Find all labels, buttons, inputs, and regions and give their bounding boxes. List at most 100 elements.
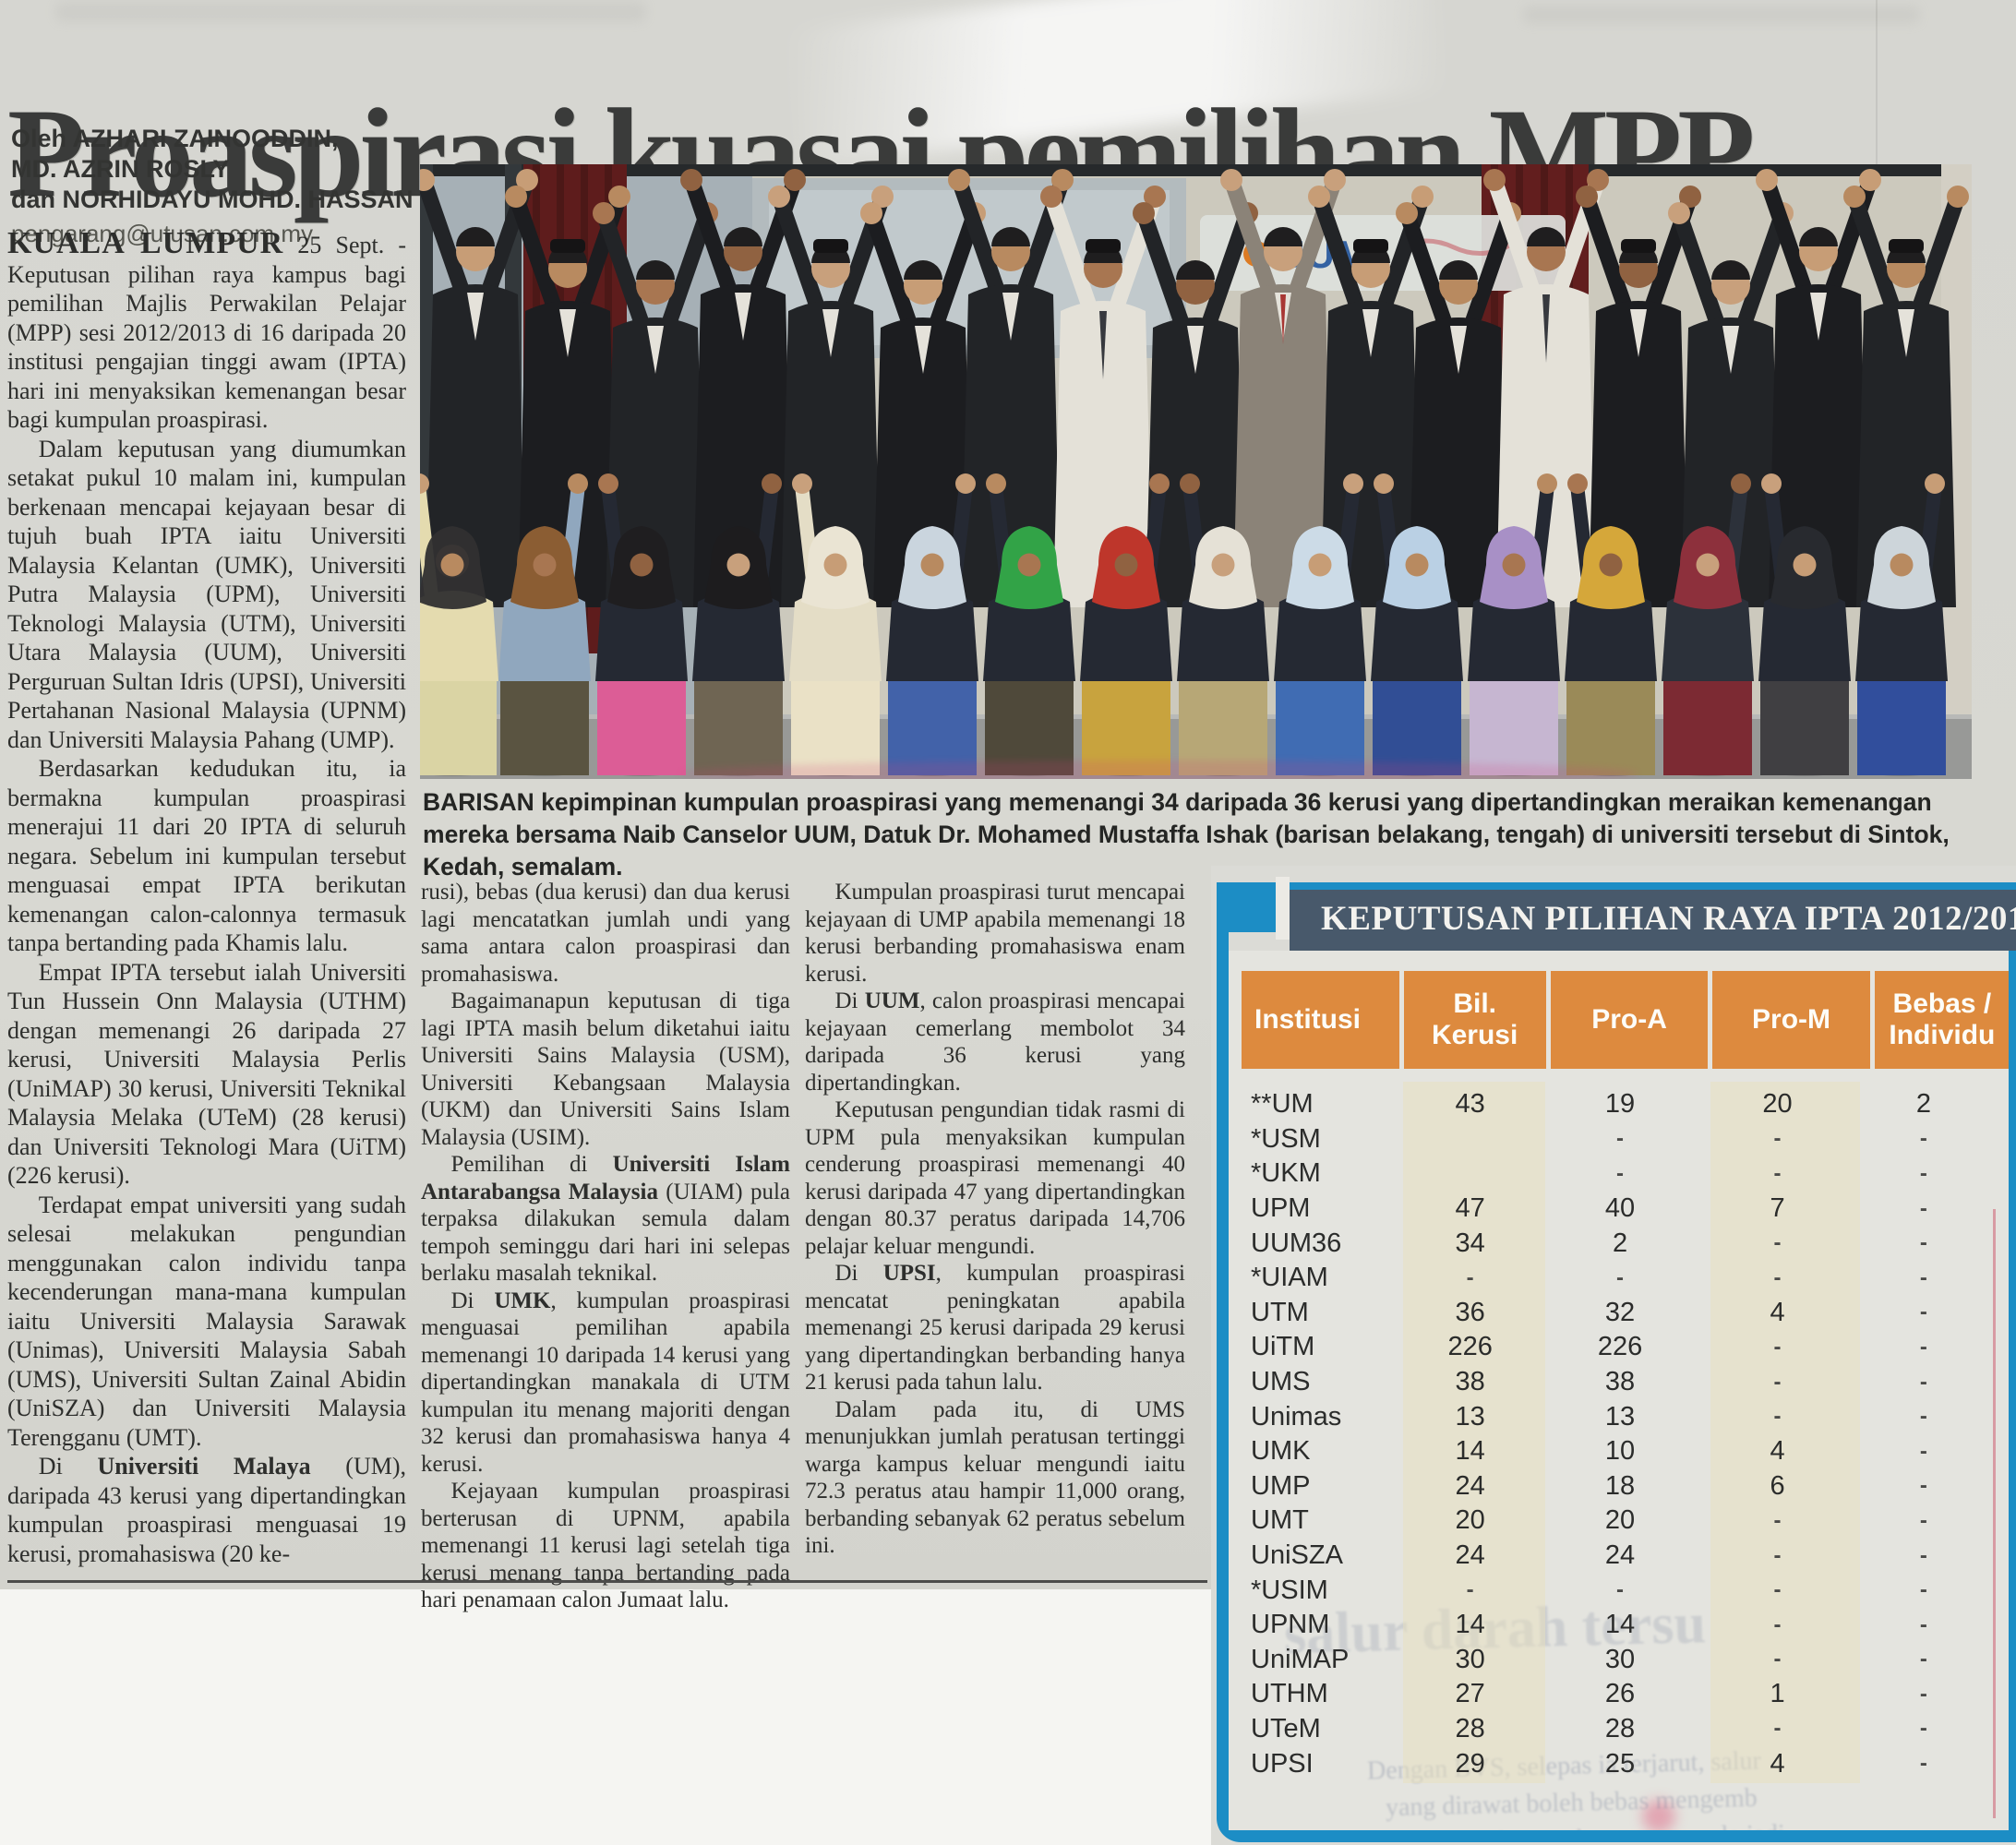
- cell-bil: 36: [1455, 1297, 1485, 1327]
- cell-bebas: -: [1919, 1681, 1927, 1707]
- article-paragraph: Di Universiti Malaya (UM), daripada 43 k…: [7, 1453, 407, 1567]
- cell-bil: -: [1466, 1577, 1474, 1603]
- cell-bebas: -: [1919, 1716, 1927, 1742]
- cell-bil: 34: [1455, 1228, 1485, 1258]
- article-column-3: Kumpulan proaspirasi turut mencapai keja…: [805, 879, 1185, 1589]
- byline-author-3: dan NORHIDAYU MOHD. HASSAN: [11, 186, 414, 213]
- print-bleed-streak: [55, 2, 646, 22]
- article-paragraph: rusi), bebas (dua kerusi) dan dua kerusi…: [421, 880, 790, 987]
- cell-bebas: -: [1919, 1438, 1927, 1464]
- cell-bil: 24: [1455, 1470, 1485, 1501]
- cell-bebas: -: [1919, 1404, 1927, 1430]
- table-row: UTM 36 32 4 -: [1242, 1296, 1991, 1331]
- cell-bil: 20: [1455, 1505, 1485, 1536]
- table-row: UniSZA 24 24 - -: [1242, 1539, 1991, 1574]
- table-row: *UKM - - -: [1242, 1156, 1991, 1192]
- table-row: UMP 24 18 6 -: [1242, 1469, 1991, 1504]
- table-row: UPSI 29 25 4 -: [1242, 1746, 1991, 1781]
- cell-bil: 30: [1455, 1644, 1485, 1674]
- results-table: Institusi Bil. Kerusi Pro-A Pro-M Bebas …: [1242, 971, 2009, 1783]
- byline-author-1: Oleh AZHARI ZAINOODDIN,: [11, 125, 339, 152]
- cell-proM: -: [1773, 1334, 1782, 1360]
- table-row: Unimas 13 13 - -: [1242, 1399, 1991, 1434]
- cell-bil: 28: [1455, 1713, 1485, 1743]
- cell-institusi: UMS: [1251, 1367, 1311, 1397]
- article-column-2: rusi), bebas (dua kerusi) dan dua kerusi…: [421, 879, 791, 1612]
- cell-institusi: UMP: [1251, 1470, 1311, 1501]
- cell-bebas: -: [1919, 1160, 1927, 1186]
- cell-institusi: *USM: [1251, 1123, 1321, 1154]
- photo-caption: BARISAN kepimpinan kumpulan proaspirasi …: [423, 788, 1950, 881]
- article-paragraph: Berdasarkan kedudukan itu, ia bermakna k…: [7, 755, 406, 956]
- cell-proM: -: [1773, 1647, 1782, 1672]
- article-paragraph: Di UUM, calon proaspirasi mencapai kejay…: [805, 988, 1186, 1096]
- article-paragraph: Keputusan pengundian tidak rasmi di UPM …: [805, 1097, 1185, 1259]
- article-paragraph: Terdapat empat universiti yang sudah sel…: [7, 1191, 406, 1451]
- cell-proA: -: [1616, 1264, 1625, 1290]
- cell-bil: 43: [1455, 1089, 1485, 1120]
- column-header-bil-kerusi: Bil. Kerusi: [1403, 971, 1546, 1069]
- article-paragraph: Empat IPTA tersebut ialah Universiti Tun…: [7, 958, 406, 1190]
- cell-bil: 14: [1455, 1610, 1485, 1640]
- cell-proM: 7: [1770, 1193, 1785, 1224]
- cell-institusi: UPNM: [1251, 1610, 1330, 1640]
- article-bottom-rule: [7, 1580, 1207, 1583]
- article-paragraph: KUALA LUMPUR 25 Sept. - Keputusan piliha…: [7, 226, 406, 434]
- cell-institusi: UTM: [1251, 1297, 1309, 1327]
- cell-bebas: -: [1919, 1126, 1927, 1152]
- cell-bebas: -: [1919, 1264, 1927, 1290]
- article-paragraph: Pemilihan di Universiti Islam Antarabang…: [421, 1152, 790, 1286]
- cell-bil: 24: [1455, 1540, 1485, 1571]
- cell-bebas: -: [1919, 1507, 1927, 1533]
- cell-proM: -: [1773, 1404, 1782, 1430]
- cell-bil: 29: [1455, 1748, 1485, 1779]
- cell-proA: 24: [1604, 1540, 1636, 1571]
- column-header-bebas: Bebas / Individu: [1874, 971, 2009, 1069]
- cell-proM: 20: [1762, 1089, 1793, 1120]
- paper-crease: [1876, 0, 1878, 164]
- cell-proA: 25: [1604, 1748, 1636, 1779]
- cell-institusi: *UKM: [1251, 1158, 1321, 1189]
- table-row: UMS 38 38 - -: [1242, 1365, 1991, 1400]
- cell-bil: -: [1466, 1264, 1474, 1290]
- cell-institusi: UTHM: [1251, 1679, 1328, 1709]
- table-row: **UM 43 19 20 2: [1242, 1087, 1991, 1122]
- group-photo: UUM: [420, 164, 1972, 779]
- column-header-institusi: Institusi: [1242, 971, 1399, 1069]
- cell-bil: 226: [1447, 1332, 1493, 1362]
- cell-institusi: **UM: [1251, 1089, 1314, 1120]
- cell-bil: 14: [1455, 1436, 1485, 1467]
- cell-institusi: UMK: [1251, 1436, 1311, 1467]
- article-paragraph: Kumpulan proaspirasi turut mencapai keja…: [805, 880, 1185, 987]
- cell-proM: -: [1773, 1507, 1782, 1533]
- table-header-row: Institusi Bil. Kerusi Pro-A Pro-M Bebas …: [1242, 971, 2009, 1069]
- article-paragraph: Di UMK, kumpulan proaspirasi menguasai p…: [421, 1288, 791, 1477]
- column-header-pro-a: Pro-A: [1550, 971, 1709, 1069]
- cell-bebas: -: [1919, 1542, 1927, 1568]
- byline: Oleh AZHARI ZAINOODDIN, MD. AZRIN ROSLY …: [11, 124, 417, 249]
- cell-proA: 30: [1604, 1644, 1636, 1674]
- cell-proA: 10: [1604, 1436, 1636, 1467]
- cell-proA: 18: [1604, 1470, 1636, 1501]
- table-row: UiTM 226 226 - -: [1242, 1330, 1991, 1365]
- table-row: UPNM 14 14 - -: [1242, 1608, 1991, 1643]
- cell-proM: 6: [1770, 1470, 1785, 1501]
- print-bleed-text: yang dirawat boleh bebas mengemb: [1385, 1783, 1758, 1823]
- cell-bebas: -: [1919, 1611, 1927, 1637]
- cell-bebas: -: [1919, 1195, 1927, 1221]
- cell-proM: -: [1773, 1230, 1782, 1256]
- cell-institusi: UniMAP: [1251, 1644, 1350, 1674]
- cell-bebas: -: [1919, 1473, 1927, 1499]
- table-rows: **UM 43 19 20 2 *USM - - - *UKM - - - UPM 47 40 7 - UUM36 3…: [1242, 1087, 1991, 1781]
- column-stripe: [1402, 1082, 1545, 1783]
- cell-proA: 13: [1604, 1401, 1636, 1432]
- cell-proA: 38: [1604, 1367, 1636, 1397]
- cell-proM: -: [1773, 1160, 1782, 1186]
- table-row: *USIM - - - -: [1242, 1573, 1991, 1608]
- table-row: UTeM 28 28 - -: [1242, 1712, 1991, 1747]
- cell-proM: 4: [1770, 1748, 1785, 1779]
- panel-frame: [1217, 882, 2016, 1842]
